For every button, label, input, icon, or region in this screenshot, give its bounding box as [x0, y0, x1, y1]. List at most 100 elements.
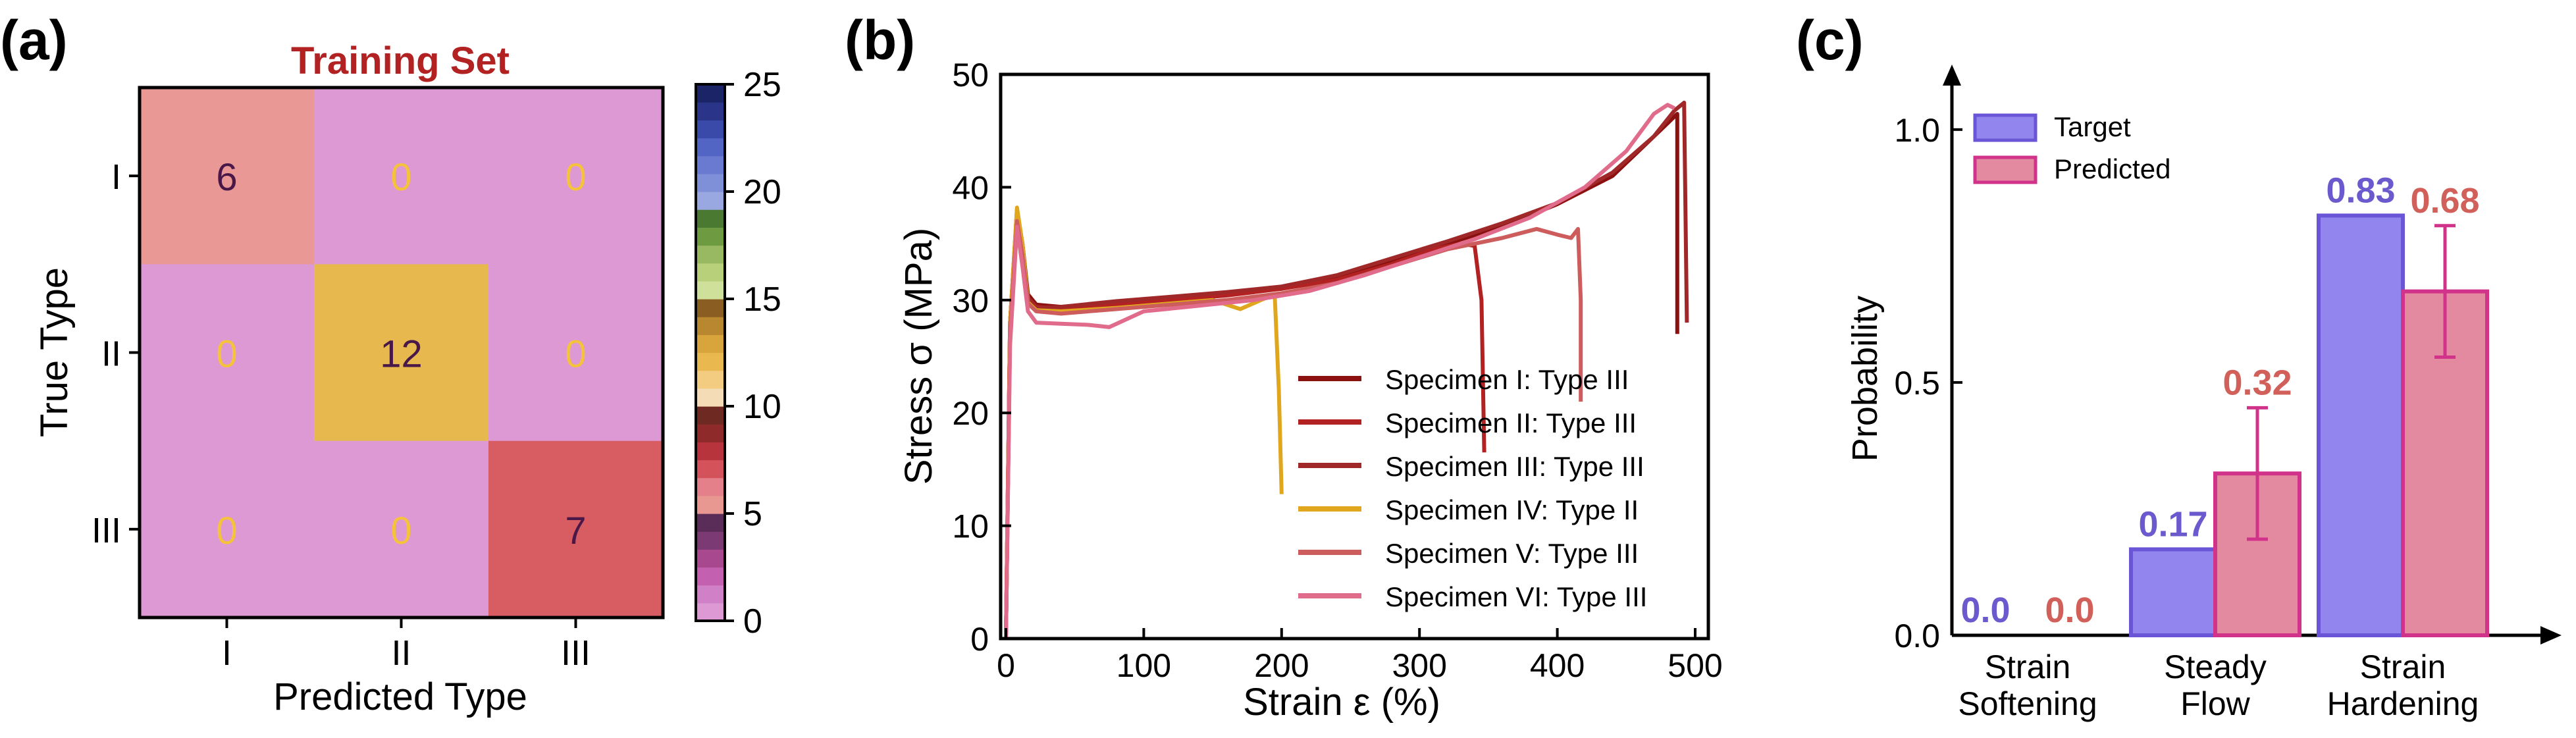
colorbar-segment: [696, 514, 725, 532]
y-tick-label: 0.5: [1894, 365, 1940, 402]
series-line: [1004, 205, 1284, 639]
y-tick-label: 40: [952, 169, 989, 206]
heatmap-cell-value: 12: [380, 333, 423, 376]
legend-label: Specimen II: Type III: [1385, 408, 1637, 438]
heatmap-cell: [314, 264, 489, 442]
colorbar-tick-label: 20: [743, 173, 781, 211]
colorbar-tick-label: 25: [743, 66, 781, 104]
colorbar-tick-label: 15: [743, 280, 781, 319]
x-category-label: Strain: [2360, 648, 2446, 685]
panel-c-y-label: Probability: [1845, 296, 1885, 461]
heatmap-cell-value: 0: [565, 333, 586, 376]
bar-value-label: 0.32: [2222, 363, 2292, 402]
panel-b-label: (b): [845, 9, 915, 71]
bar: [2129, 547, 2217, 638]
x-axis-arrow-icon: [2540, 626, 2562, 645]
legend-label: Specimen III: Type III: [1385, 451, 1644, 482]
colorbar-segment: [696, 477, 725, 496]
colorbar-tick-label: 5: [743, 495, 762, 533]
colorbar-segment: [696, 317, 725, 335]
panel-a-x-label: Predicted Type: [273, 675, 527, 718]
y-tick-label: 1.0: [1894, 112, 1940, 149]
heatmap-cell-value: 6: [216, 156, 237, 199]
colorbar-segment: [696, 567, 725, 586]
panel-c-label: (c): [1796, 9, 1864, 71]
x-tick-label: 400: [1530, 647, 1585, 684]
heatmap-cell: [140, 264, 315, 442]
x-tick-label: 0: [997, 647, 1015, 684]
heatmap-cell-value: 0: [390, 510, 411, 552]
colorbar-segment: [696, 531, 725, 550]
colorbar-segment: [696, 549, 725, 568]
colorbar-segment: [696, 602, 725, 621]
x-tick-label: 100: [1117, 647, 1171, 684]
panel-a-title: Training Set: [291, 40, 510, 82]
y-tick-label: III: [92, 511, 121, 550]
panel-a-y-label: True Type: [33, 267, 76, 437]
heatmap-cell-value: 0: [216, 333, 237, 376]
bar-value-label: 0.68: [2410, 181, 2479, 221]
legend-swatch: [1973, 155, 2037, 184]
colorbar-segment: [696, 245, 725, 264]
heatmap-cell: [314, 440, 489, 618]
x-category-label: Steady: [2164, 648, 2267, 685]
heatmap-cell: [314, 88, 489, 265]
y-tick-label: 0.0: [1894, 618, 1940, 654]
colorbar-tick-label: 0: [743, 602, 762, 641]
colorbar-segment: [696, 227, 725, 246]
colorbar-segment: [696, 120, 725, 139]
panel-b-y-label: Stress σ (MPa): [897, 228, 940, 485]
legend-label: Specimen V: Type III: [1385, 538, 1639, 569]
colorbar-segment: [696, 424, 725, 442]
colorbar-segment: [696, 138, 725, 157]
y-tick-label: I: [111, 157, 121, 197]
x-tick-label: 200: [1254, 647, 1309, 684]
colorbar-segment: [696, 370, 725, 389]
y-tick-label: 10: [952, 508, 989, 545]
colorbar-segment: [696, 84, 725, 103]
colorbar-segment: [696, 442, 725, 461]
colorbar-tick-label: 10: [743, 388, 781, 426]
colorbar-segment: [696, 334, 725, 354]
legend-label: Specimen I: Type III: [1385, 364, 1629, 395]
legend-label: Specimen IV: Type II: [1385, 494, 1639, 525]
bar-value-label: 0.17: [2138, 504, 2207, 544]
panel-b-plot-frame: [999, 72, 1710, 641]
colorbar-segment: [696, 155, 725, 174]
colorbar-segment: [696, 192, 725, 210]
heatmap-cell: [140, 88, 315, 265]
legend-label: Target: [2054, 111, 2131, 142]
colorbar-segment: [696, 460, 725, 479]
colorbar-segment: [696, 406, 725, 425]
y-tick-label: 50: [952, 57, 989, 93]
x-tick-label: III: [561, 633, 591, 673]
colorbar-segment: [696, 173, 725, 192]
panel-b-x-label: Strain ε (%): [1243, 681, 1440, 724]
series-line: [1004, 103, 1675, 639]
bar-value-label: 0.83: [2326, 171, 2395, 210]
colorbar-segment: [696, 280, 725, 300]
colorbar-segment: [696, 209, 725, 228]
heatmap-cell-value: 0: [565, 156, 586, 199]
legend-label: Predicted: [2054, 153, 2170, 184]
heatmap-cell-value: 0: [216, 510, 237, 552]
y-tick-label: 20: [952, 395, 989, 432]
heatmap-cell: [488, 88, 664, 265]
y-tick-label: 30: [952, 282, 989, 319]
legend-label: Specimen VI: Type III: [1385, 581, 1647, 612]
heatmap-cell: [488, 440, 664, 618]
y-axis-arrow-icon: [1943, 65, 1961, 86]
heatmap-cell-value: 7: [565, 510, 586, 552]
colorbar-segment: [696, 263, 725, 282]
panel-a-label: (a): [0, 9, 68, 71]
x-tick-label: 500: [1668, 647, 1722, 684]
bar-value-label: 0.0: [2045, 591, 2094, 630]
heatmap-cell-value: 0: [390, 156, 411, 199]
colorbar-segment: [696, 352, 725, 371]
bar: [2317, 213, 2405, 637]
x-category-label: Hardening: [2327, 685, 2479, 722]
x-tick-label: I: [222, 633, 232, 673]
colorbar-segment: [696, 585, 725, 604]
